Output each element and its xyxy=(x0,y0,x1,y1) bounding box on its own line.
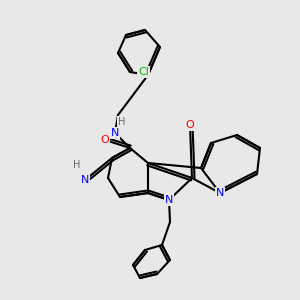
Text: Cl: Cl xyxy=(138,67,149,77)
Text: O: O xyxy=(100,135,109,145)
Text: H: H xyxy=(73,160,81,170)
Text: H: H xyxy=(118,117,126,127)
Text: N: N xyxy=(216,188,224,198)
Text: N: N xyxy=(111,128,119,138)
Text: N: N xyxy=(81,175,89,185)
Text: O: O xyxy=(186,120,194,130)
Text: N: N xyxy=(165,195,173,205)
